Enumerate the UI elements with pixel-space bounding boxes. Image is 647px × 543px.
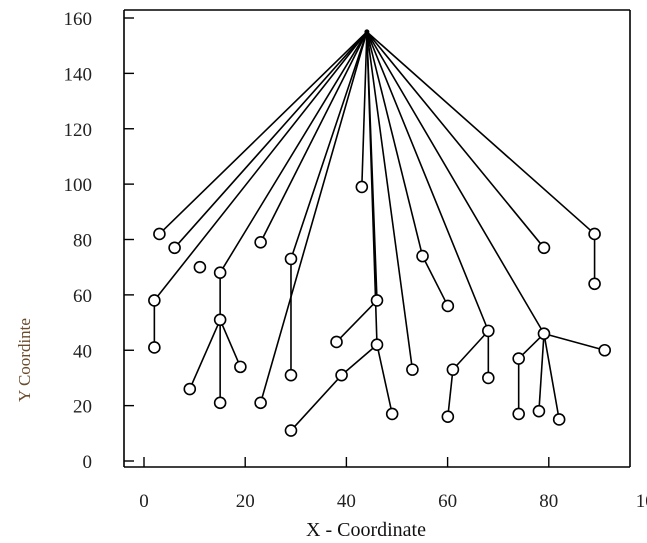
edge-line	[219, 31, 368, 274]
tick-layer: 0 20 40 60 80 100 120 140 160 0 20 40 60 80 100	[64, 9, 647, 512]
node-point	[254, 396, 267, 410]
node-point	[588, 277, 601, 291]
node-point	[482, 371, 495, 385]
x-tick-label: 100	[636, 491, 647, 512]
edge-line	[290, 374, 343, 432]
edge-line	[153, 31, 368, 301]
node-point	[213, 313, 227, 327]
edge-line	[335, 299, 378, 343]
node-point	[441, 299, 455, 313]
node-point	[512, 352, 525, 365]
node-point	[234, 360, 247, 374]
node-point	[148, 294, 161, 307]
y-tick-label: 40	[73, 341, 92, 362]
x-tick-label: 0	[139, 491, 149, 512]
node-point	[168, 241, 181, 255]
x-axis-title: X - Coordinate	[306, 519, 426, 541]
node-point	[355, 180, 369, 194]
edge-line	[189, 319, 221, 390]
y-tick-label: 160	[64, 9, 93, 30]
node-point	[370, 294, 384, 307]
axes-frame	[123, 9, 631, 468]
y-tick-label: 120	[64, 120, 93, 141]
edge-line	[341, 344, 378, 376]
node-point	[598, 343, 612, 357]
node-point	[416, 249, 429, 263]
edge-line	[259, 31, 368, 243]
edge-line	[543, 333, 560, 420]
edge-line	[452, 330, 489, 371]
edge-line	[259, 31, 368, 404]
node-point	[213, 396, 227, 410]
node-point	[588, 227, 601, 241]
y-tick-label: 0	[83, 452, 93, 473]
hub-point	[364, 29, 370, 35]
node-point	[370, 338, 384, 352]
edge-line	[366, 31, 545, 249]
node-point	[552, 413, 566, 426]
edges-layer	[153, 31, 605, 432]
x-tick-label: 60	[438, 491, 457, 512]
edge-line	[366, 31, 378, 345]
y-tick-label: 140	[64, 64, 93, 85]
node-point	[330, 335, 343, 349]
x-tick-label: 40	[337, 491, 356, 512]
y-axis-title: Y Coordinte	[15, 318, 34, 402]
x-tick-label: 20	[236, 491, 255, 512]
node-point	[148, 341, 161, 354]
edge-line	[421, 255, 449, 307]
node-point	[284, 252, 298, 266]
y-tick-label: 60	[73, 286, 92, 307]
node-point	[183, 382, 197, 396]
edge-line	[447, 369, 454, 417]
node-point	[441, 410, 455, 424]
node-point	[482, 324, 495, 338]
y-tick-label: 20	[73, 397, 92, 418]
y-tick-label: 80	[73, 231, 92, 252]
node-point	[406, 363, 419, 376]
nodes-layer	[148, 29, 612, 437]
node-point	[284, 424, 298, 437]
y-tick-label: 100	[64, 175, 93, 196]
edge-line	[366, 31, 490, 332]
node-point	[512, 407, 525, 421]
node-point	[335, 368, 348, 382]
node-point	[537, 327, 551, 340]
node-point	[153, 227, 166, 241]
edge-line	[219, 319, 242, 368]
node-point	[284, 368, 298, 382]
edge-line	[543, 332, 605, 352]
edge-line	[538, 333, 545, 412]
edge-line	[290, 31, 368, 260]
node-point	[193, 260, 207, 274]
node-point	[385, 407, 399, 421]
node-point	[532, 404, 546, 418]
edge-line	[366, 31, 545, 335]
edge-line	[366, 31, 596, 235]
edge-line	[376, 344, 393, 415]
edge-line	[366, 31, 414, 370]
x-tick-label: 80	[539, 491, 558, 512]
edge-line	[366, 31, 424, 257]
node-point	[254, 235, 267, 249]
node-point	[537, 241, 551, 255]
node-point	[213, 266, 227, 280]
node-point	[446, 363, 460, 376]
edge-line	[158, 31, 368, 235]
edge-line	[361, 31, 368, 187]
edge-line	[174, 31, 368, 249]
